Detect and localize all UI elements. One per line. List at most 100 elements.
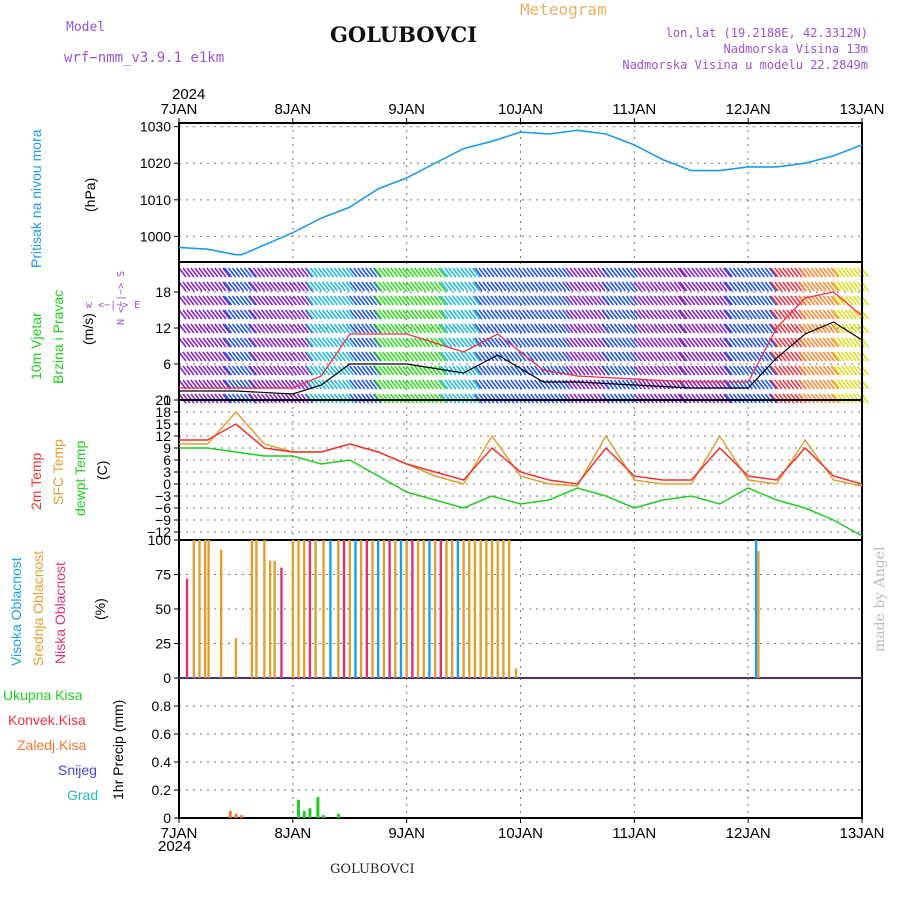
wind-barb [601,267,611,278]
wind-barb [429,379,439,390]
wind-barb [214,351,223,362]
wind-barb [406,337,415,348]
wind-barb [474,309,483,320]
wind-barb [653,323,662,334]
wind-barb [206,309,215,320]
wind-barb [345,267,354,278]
wind-barb [736,281,745,292]
wind-barb [732,393,741,404]
wind-barb [510,393,519,404]
wind-barb [502,309,511,320]
wind-barb [818,295,827,306]
wind-barb [522,281,531,292]
wind-barb [321,281,331,292]
wind-barb [542,351,551,362]
wind-barb [848,337,858,348]
wind-barb [222,295,231,306]
wind-barb [760,281,769,292]
x-tick-label-bottom: 11JAN [612,825,656,842]
wind-barb [448,281,457,292]
wind-barb [498,295,507,306]
wind-barb [361,379,370,390]
wind-barb [786,281,795,292]
wind-barb [235,267,245,278]
wind-barb [374,323,383,334]
wind-barb [292,393,302,404]
wind-barb [649,337,658,348]
wind-barb [550,295,559,306]
wind-barb [296,267,306,278]
wind-barb [832,379,842,390]
y-tick-label: 3 [163,464,171,480]
wind-barb [296,337,306,348]
wind-barb [329,295,339,306]
wind-barb [593,295,602,306]
wind-barb [474,351,483,362]
wind-barb [649,393,658,404]
wind-barb [198,295,207,306]
wind-barb [565,309,574,320]
wind-barb [657,281,666,292]
wind-barb [597,351,606,362]
wind-barb [325,393,335,404]
wind-barb [609,281,619,292]
wind-barb [433,393,443,404]
wind-barb [178,267,187,278]
wind-barb [296,351,306,362]
wind-barb [625,365,634,376]
wind-barb [649,379,658,390]
wind-barb [448,295,457,306]
wind-barb [357,309,366,320]
wind-barb [740,393,749,404]
cloud-bar-mid [291,540,295,678]
cloud-bar-mid [297,540,300,678]
wind-barb [390,379,399,390]
wind-barb [474,379,483,390]
wind-barb [669,309,678,320]
cloud-bar-low [439,540,443,678]
wind-barb [683,281,692,292]
wind-barb [417,337,427,348]
wind-barb [353,379,362,390]
wind-barb [605,281,615,292]
wind-barb [402,337,411,348]
wind-barb [506,379,515,390]
wind-barb [589,393,598,404]
x-tick-label-top: 13JAN [839,101,884,118]
wind-barb [460,281,469,292]
y-tick-label: 6 [163,452,171,468]
wind-barb [361,323,370,334]
wind-barb [464,309,473,320]
wind-barb [243,295,253,306]
wind-barb [832,365,842,376]
wind-barb [728,281,738,292]
wind-barb [482,365,491,376]
wind-barb [565,365,574,376]
wind-barb [826,337,835,348]
wind-barb [798,281,808,292]
wind-barb [429,309,439,320]
wind-barb [361,365,370,376]
wind-barb [609,267,619,278]
wind-barb [760,295,769,306]
grid: 1000101010201030061218−12−9−6−3036912151… [140,101,885,842]
wind-barb [482,309,491,320]
wind-barb [641,337,650,348]
wind-barb [437,309,447,320]
wind-barb [744,393,753,404]
wind-barb [248,393,258,404]
wind-barb [669,267,678,278]
wind-barb [633,309,642,320]
wind-barb [478,267,487,278]
wind-barb [518,379,527,390]
wind-barb [653,281,662,292]
wind-barb [272,309,282,320]
wind-barb [357,379,366,390]
wind-barb [361,393,370,404]
wind-barb [530,337,539,348]
wind-barb [490,267,499,278]
wind-barb [852,379,862,390]
wind-barb [268,309,278,320]
wind-barb [625,295,634,306]
wind-barb [444,281,453,292]
